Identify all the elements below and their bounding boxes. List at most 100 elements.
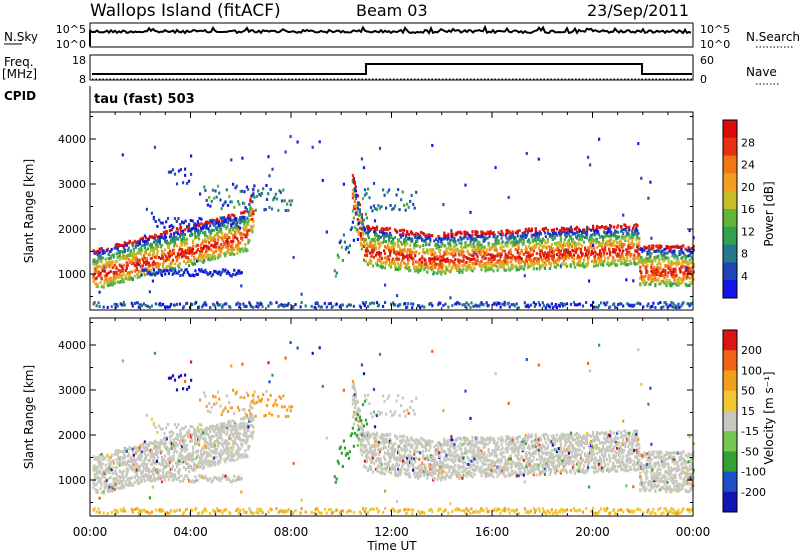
velocity-pixel: [106, 479, 108, 482]
power-pixel: [116, 252, 118, 255]
power-pixel: [113, 254, 115, 257]
power-pixel: [377, 264, 379, 267]
date-title: 23/Sep/2011: [587, 1, 689, 20]
nsky-panel-frame: [90, 23, 693, 47]
velocity-pixel: [169, 448, 171, 451]
power-pixel: [559, 305, 561, 308]
velocity-pixel: [100, 461, 102, 464]
power-pixel: [402, 254, 404, 257]
power-pixel: [176, 303, 178, 306]
power-pixel: [163, 226, 165, 229]
power-pixel: [173, 252, 175, 255]
power-pixel: [591, 247, 593, 250]
power-pixel: [633, 304, 635, 307]
power-pixel: [194, 269, 196, 272]
power-pixel: [226, 188, 228, 191]
velocity-pixel: [116, 473, 118, 476]
power-pixel: [383, 249, 385, 252]
power-pixel: [239, 303, 241, 306]
velocity-pixel: [165, 442, 167, 445]
power-pixel: [417, 244, 419, 247]
power-pixel: [575, 251, 577, 254]
power-pixel: [431, 304, 433, 307]
power-pixel: [565, 249, 567, 252]
power-pixel: [505, 253, 507, 256]
power-pixel: [147, 242, 149, 245]
velocity-pixel: [180, 432, 182, 435]
power-pixel: [364, 188, 366, 191]
power-pixel: [199, 252, 201, 255]
power-pixel: [376, 208, 378, 211]
velocity-pixel: [101, 483, 103, 486]
power-pixel: [517, 234, 519, 237]
power-pixel: [556, 234, 558, 237]
power-pixel: [406, 306, 408, 309]
power-pixel: [96, 271, 98, 274]
power-pixel: [559, 253, 561, 256]
power-pixel: [515, 248, 517, 251]
power-pixel: [355, 185, 357, 188]
velocity-pixel: [161, 442, 163, 445]
power-pixel: [466, 237, 468, 240]
power-pixel: [572, 249, 574, 252]
velocity-pixel: [136, 469, 138, 472]
power-pixel: [190, 155, 192, 158]
power-pixel: [640, 256, 642, 259]
power-pixel: [396, 294, 398, 297]
power-pixel: [134, 302, 136, 305]
power-pixel: [406, 203, 408, 206]
velocity-pixel: [145, 458, 147, 461]
power-pixel: [598, 257, 600, 260]
power-pixel: [532, 253, 534, 256]
power-pixel: [529, 254, 531, 257]
power-pixel: [412, 303, 414, 306]
power-pixel: [247, 219, 249, 222]
power-pixel: [153, 241, 155, 244]
power-pixel: [609, 305, 611, 308]
power-pixel: [518, 259, 520, 262]
power-pixel: [497, 235, 499, 238]
power-pixel: [257, 306, 259, 309]
velocity-pixel: [172, 465, 174, 468]
power-pixel: [370, 206, 372, 209]
power-pixel: [384, 194, 386, 197]
velocity-pixel: [104, 457, 106, 460]
power-pixel: [411, 306, 413, 309]
power-pixel: [234, 236, 236, 239]
power-pixel: [358, 231, 360, 234]
power-pixel: [361, 244, 363, 247]
power-pixel: [686, 255, 688, 258]
power-pixel: [583, 241, 585, 244]
power-pixel: [270, 188, 272, 191]
power-pixel: [679, 282, 681, 285]
power-pixel: [532, 246, 534, 249]
power-pixel: [360, 306, 362, 309]
velocity-pixel: [171, 434, 173, 437]
power-pixel: [541, 241, 543, 244]
power-pixel: [151, 305, 153, 308]
power-pixel: [617, 224, 619, 227]
power-pixel: [682, 275, 684, 278]
nsearch-tick-top: 10^5: [700, 23, 730, 36]
power-pixel: [363, 259, 365, 262]
power-pixel: [243, 210, 245, 213]
power-pixel: [145, 304, 147, 307]
power-pixel: [560, 239, 562, 242]
power-pixel: [422, 244, 424, 247]
nave-tick-bottom: 0: [700, 73, 707, 86]
power-pixel: [549, 254, 551, 257]
power-pixel: [627, 263, 629, 266]
power-pixel: [592, 244, 594, 247]
power-pixel: [590, 234, 592, 237]
power-pixel: [523, 268, 525, 271]
power-pixel: [108, 253, 110, 256]
velocity-pixel: [113, 460, 115, 463]
power-pixel: [473, 258, 475, 261]
power-pixel: [187, 256, 189, 259]
power-pixel: [380, 252, 382, 255]
power-pixel: [661, 250, 663, 253]
velocity-pixel: [186, 444, 188, 447]
power-pixel: [122, 153, 124, 156]
power-pixel: [184, 244, 186, 247]
power-pixel: [369, 252, 371, 255]
